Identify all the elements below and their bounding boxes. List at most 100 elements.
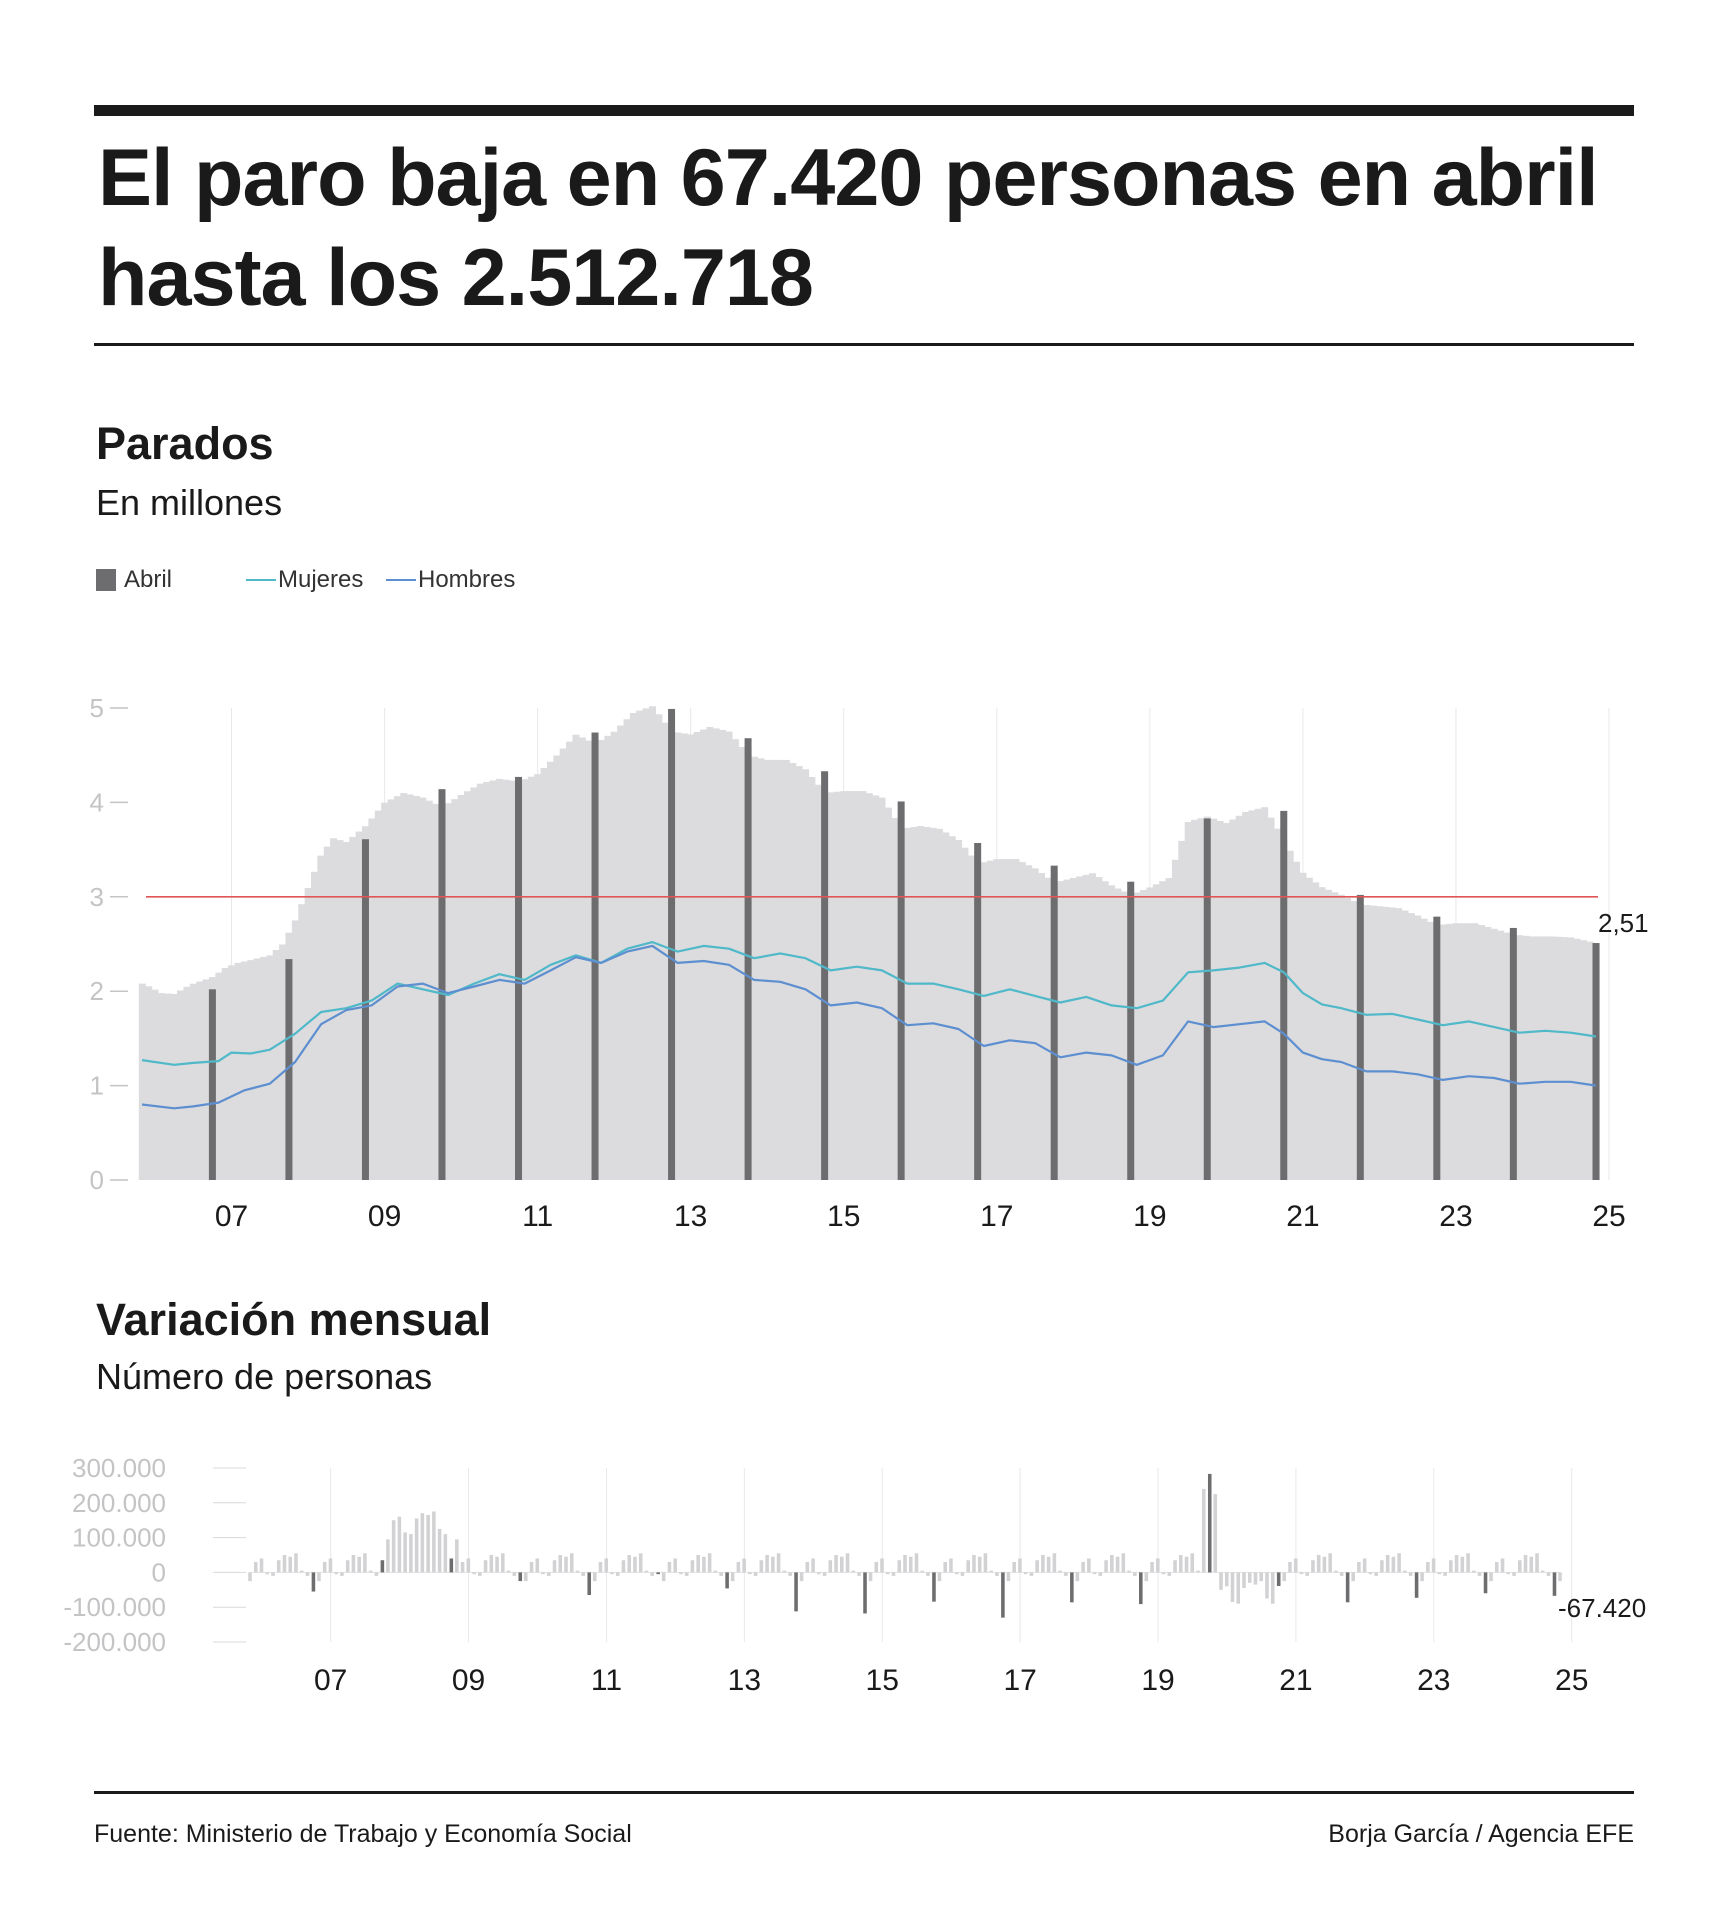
april-bar	[821, 771, 829, 1180]
monthly-change-bar	[1253, 1572, 1258, 1585]
monthly-change-bar	[713, 1570, 718, 1573]
monthly-bar	[712, 728, 720, 1180]
monthly-bar	[1120, 891, 1128, 1180]
monthly-bar	[1484, 926, 1492, 1180]
y-tick-label: -100.000	[63, 1592, 166, 1622]
monthly-change-bar	[1104, 1560, 1108, 1573]
monthly-change-bar	[1403, 1570, 1407, 1573]
x-tick-label: 13	[674, 1200, 707, 1233]
monthly-bar	[1497, 930, 1505, 1180]
monthly-bar	[1101, 881, 1109, 1180]
monthly-bar	[1273, 828, 1281, 1180]
monthly-change-bar	[1385, 1555, 1390, 1573]
monthly-bar	[802, 769, 810, 1180]
monthly-change-bar	[1121, 1553, 1126, 1573]
monthly-change-bar	[885, 1572, 890, 1575]
monthly-change-bar	[1184, 1556, 1189, 1573]
monthly-change-bar	[271, 1572, 275, 1576]
x-tick-label: 07	[314, 1664, 347, 1697]
monthly-change-bar	[949, 1558, 953, 1573]
x-tick-label: 09	[452, 1664, 485, 1697]
x-tick-label: 19	[1133, 1200, 1166, 1233]
april-change-bar	[1483, 1572, 1488, 1594]
monthly-change-bar	[920, 1570, 925, 1573]
april-change-bar	[587, 1572, 592, 1596]
monthly-bar	[1248, 810, 1256, 1180]
monthly-bar	[151, 989, 159, 1180]
april-change-bar	[1276, 1572, 1281, 1586]
monthly-bar	[189, 983, 197, 1180]
april-bar	[285, 959, 293, 1180]
monthly-bar	[1312, 882, 1320, 1180]
monthly-bar	[234, 962, 242, 1180]
monthly-bar	[1478, 925, 1485, 1180]
april-change-bar	[1139, 1572, 1143, 1605]
monthly-bar	[1586, 941, 1594, 1180]
y-tick-label: 5	[90, 693, 104, 723]
monthly-bar	[1216, 820, 1224, 1180]
monthly-bar	[604, 735, 612, 1180]
monthly-change-bar	[1196, 1570, 1200, 1573]
monthly-change-bar	[1420, 1572, 1424, 1582]
monthly-change-bar	[541, 1572, 545, 1575]
monthly-bar	[1171, 859, 1179, 1180]
monthly-change-bar	[966, 1560, 970, 1573]
april-change-bar	[1070, 1572, 1074, 1603]
x-tick-label: 19	[1141, 1664, 1174, 1697]
monthly-change-bar	[1156, 1558, 1160, 1573]
monthly-change-bar	[633, 1556, 637, 1573]
monthly-bar	[1369, 905, 1377, 1180]
april-bar	[897, 801, 905, 1180]
monthly-bar	[489, 780, 497, 1180]
monthly-bar	[170, 994, 178, 1180]
monthly-bar	[738, 747, 746, 1180]
monthly-change-bar	[1041, 1555, 1045, 1573]
monthly-change-bar	[501, 1553, 505, 1573]
legend-item-hombres: Hombres	[386, 566, 515, 594]
monthly-change-bar	[472, 1572, 476, 1575]
monthly-bar	[865, 793, 873, 1180]
monthly-bar	[1044, 877, 1052, 1180]
monthly-bar	[700, 729, 707, 1180]
legend-item-abril: Abril	[96, 566, 172, 594]
monthly-change-bar	[1328, 1553, 1332, 1573]
monthly-change-bar	[914, 1553, 919, 1573]
monthly-change-bar	[707, 1553, 712, 1573]
monthly-change-bar	[1219, 1572, 1223, 1590]
monthly-change-bar	[1305, 1572, 1309, 1576]
monthly-change-bar	[690, 1560, 695, 1573]
monthly-bar	[298, 904, 306, 1180]
monthly-bar	[138, 983, 146, 1180]
monthly-change-bar	[661, 1572, 666, 1582]
monthly-change-bar	[1064, 1572, 1068, 1576]
monthly-bar	[1293, 861, 1301, 1180]
monthly-change-bar	[322, 1561, 327, 1573]
monthly-bar	[751, 756, 758, 1180]
monthly-change-bar	[805, 1561, 810, 1573]
monthly-bar	[1069, 877, 1077, 1180]
monthly-bar	[719, 729, 727, 1180]
monthly-bar	[872, 795, 880, 1180]
monthly-change-bar	[569, 1553, 574, 1573]
april-bar	[591, 732, 599, 1180]
monthly-bar	[967, 855, 975, 1180]
legend-label-mujeres: Mujeres	[278, 566, 364, 593]
april-bar	[1127, 881, 1135, 1180]
monthly-bar	[183, 986, 191, 1180]
monthly-change-bar	[627, 1555, 631, 1573]
monthly-change-bar	[512, 1572, 517, 1576]
monthly-bar	[291, 920, 299, 1180]
monthly-change-bar	[937, 1572, 942, 1582]
monthly-bar	[1324, 889, 1332, 1180]
monthly-change-bar	[1500, 1558, 1505, 1573]
april-bar	[744, 738, 752, 1180]
monthly-bar	[1439, 924, 1447, 1180]
monthly-change-bar	[397, 1516, 402, 1573]
monthly-change-bar	[989, 1570, 993, 1573]
headline: El paro baja en 67.420 personas en abril…	[98, 133, 1599, 323]
y-tick-label: -200.000	[63, 1627, 166, 1657]
monthly-change-bar	[317, 1572, 321, 1582]
monthly-bar	[1375, 906, 1383, 1180]
april-change-bar	[380, 1560, 385, 1573]
monthly-bar	[247, 960, 255, 1180]
